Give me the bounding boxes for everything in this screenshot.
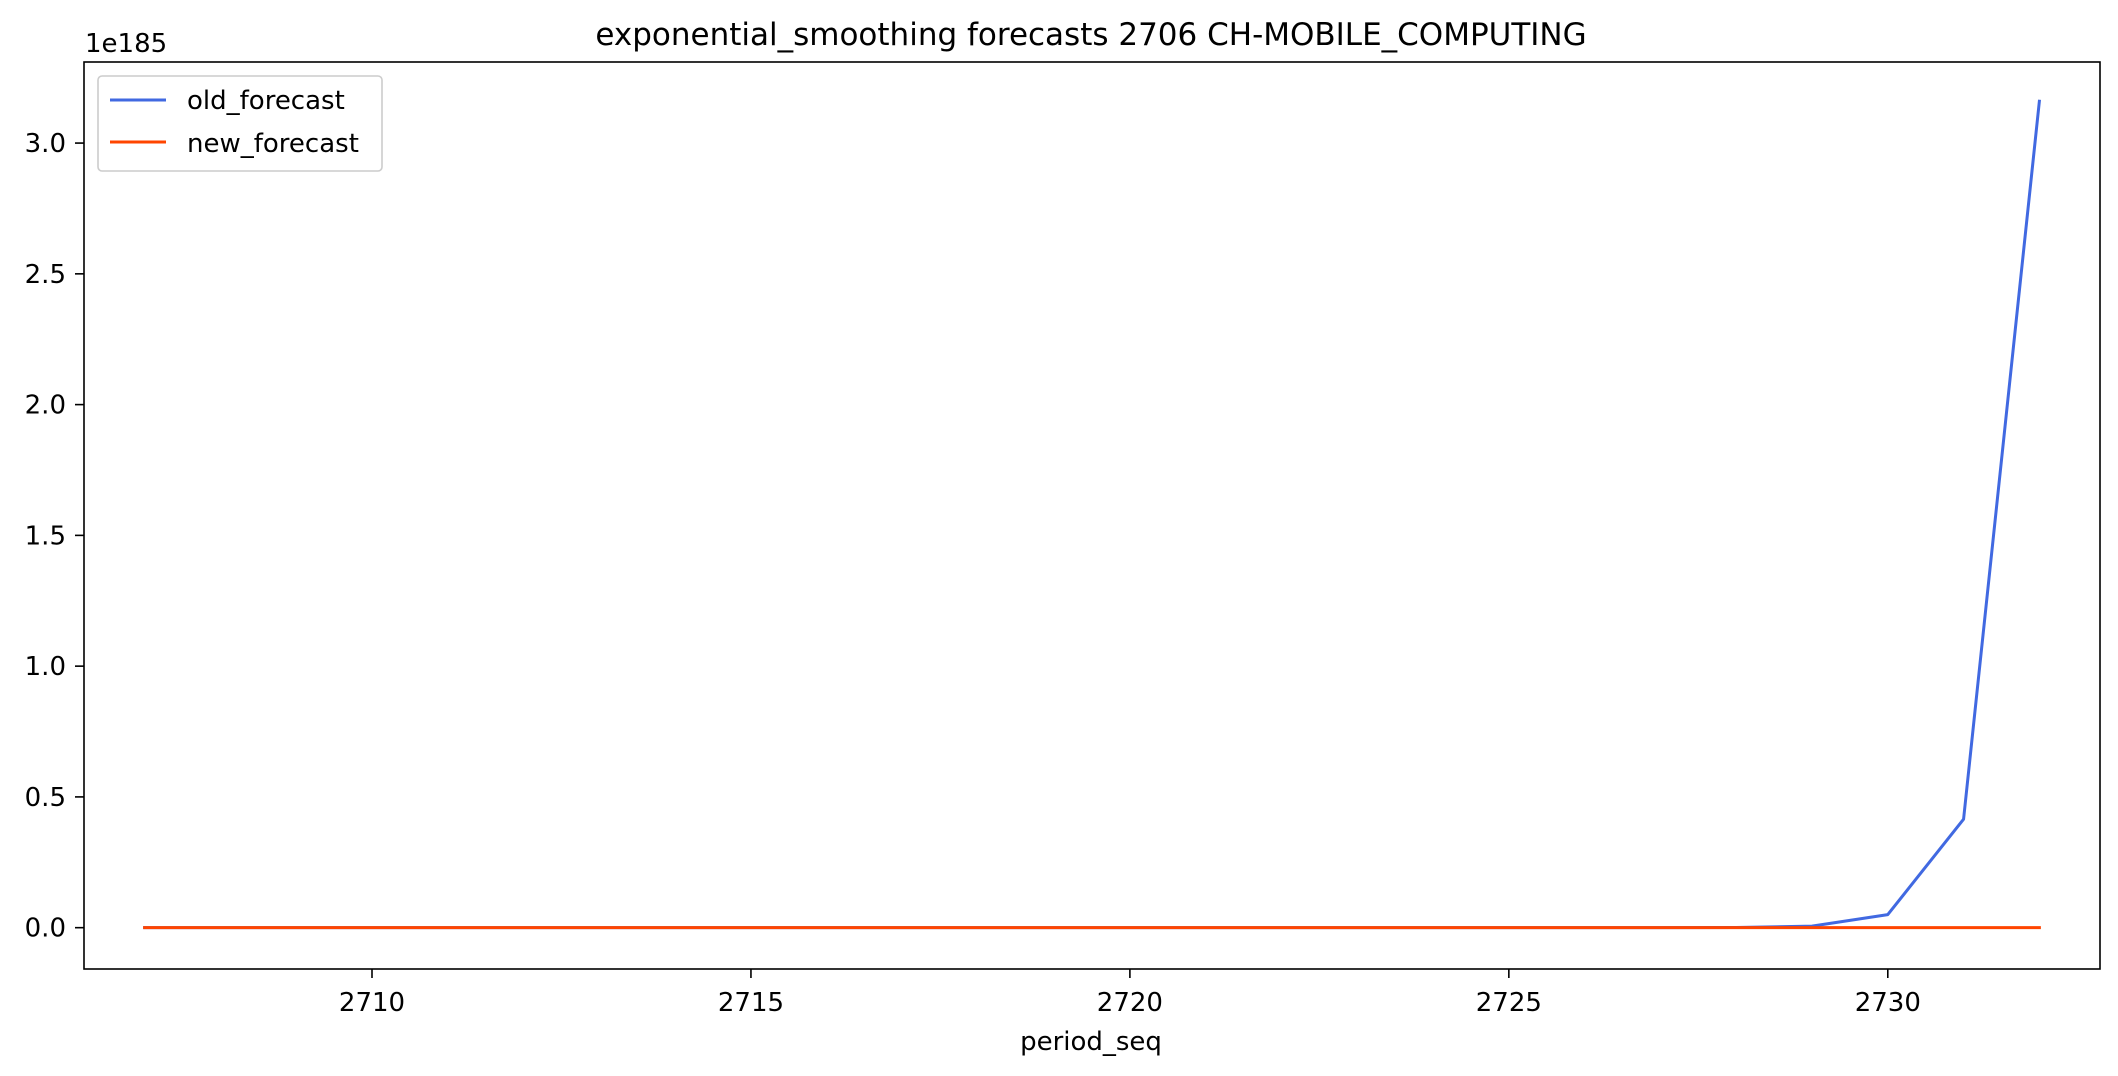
y-tick-label-2.0: 2.0	[25, 391, 66, 421]
x-tick-label-2720: 2720	[1097, 988, 1163, 1018]
plot-area	[83, 61, 2101, 970]
y-tick-label-0.5: 0.5	[25, 783, 66, 813]
x-axis-label: period_seq	[1020, 1027, 1162, 1057]
y-tick-label-1.5: 1.5	[25, 521, 66, 551]
y-axis: 0.0 0.5 1.0 1.5 2.0 2.5 3.0	[25, 129, 84, 944]
series-layer	[143, 99, 2042, 930]
y-tick-label-0.0: 0.0	[25, 914, 66, 944]
y-tick-label-3.0: 3.0	[25, 129, 66, 159]
x-tick-label-2715: 2715	[718, 988, 784, 1018]
y-tick-label-2.5: 2.5	[25, 260, 66, 290]
y-tick-label-1.0: 1.0	[25, 652, 66, 682]
y-offset-label: 1e185	[85, 29, 167, 59]
x-tick-label-2710: 2710	[339, 988, 405, 1018]
legend-label-new_forecast: new_forecast	[187, 129, 359, 159]
plot-frame	[83, 61, 2101, 970]
x-tick-label-2730: 2730	[1855, 988, 1921, 1018]
x-tick-label-2725: 2725	[1476, 988, 1542, 1018]
legend-box	[97, 75, 383, 172]
chart-title: exponential_smoothing forecasts 2706 CH-…	[595, 17, 1586, 53]
x-axis: 2710 2715 2720 2725 2730	[339, 969, 1921, 1018]
legend: old_forecast new_forecast	[97, 75, 383, 172]
legend-label-old_forecast: old_forecast	[187, 86, 345, 116]
